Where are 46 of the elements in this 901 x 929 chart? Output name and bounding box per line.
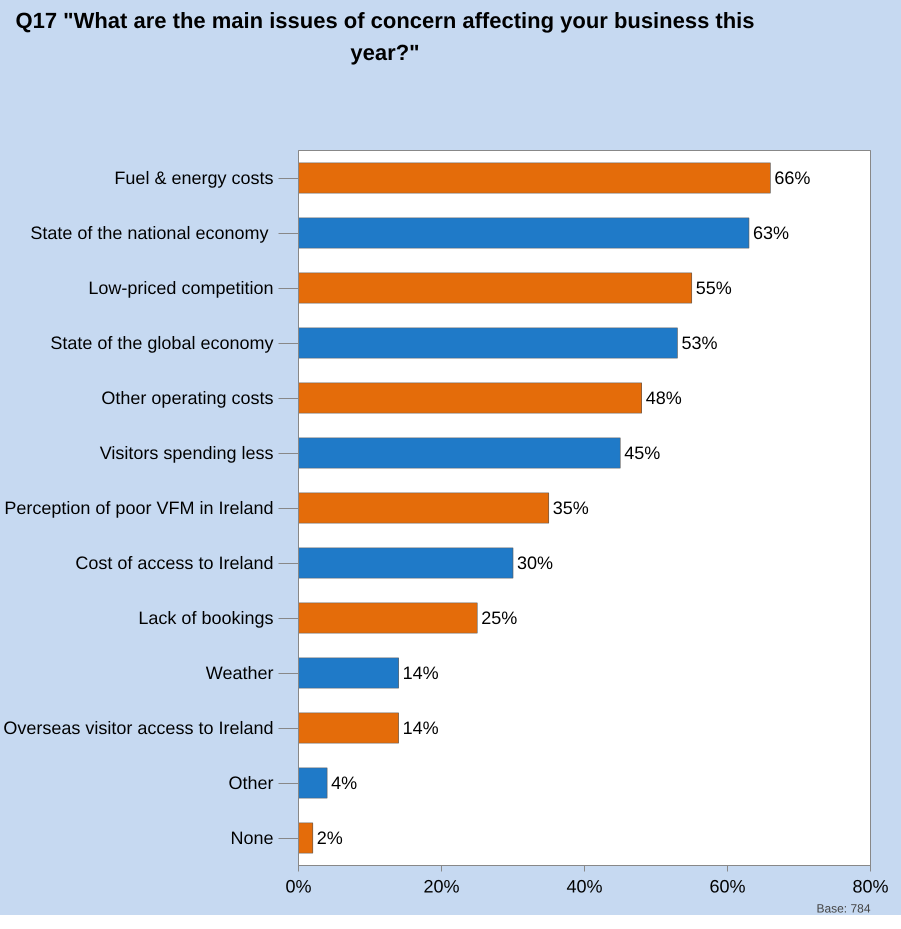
text: Base: 784 xyxy=(816,902,871,916)
bar xyxy=(298,272,692,304)
bar xyxy=(298,548,514,578)
y-tick-label: Fuel & energy costs xyxy=(114,168,274,188)
bar xyxy=(298,438,621,468)
y-tick-label: Low-priced competition xyxy=(88,278,274,298)
bar xyxy=(298,822,314,854)
data-label: 35% xyxy=(552,498,589,518)
y-tick-label: State of the national economy xyxy=(30,223,269,243)
bar xyxy=(298,658,399,688)
x-tick-label: 80% xyxy=(852,876,889,896)
y-tick-label: Visitors spending less xyxy=(100,443,274,463)
data-label: 55% xyxy=(696,278,732,298)
data-label: 30% xyxy=(517,553,554,573)
data-label: 25% xyxy=(481,608,518,628)
data-label: 66% xyxy=(774,168,810,188)
y-tick-label: Weather xyxy=(206,663,274,683)
data-label: 4% xyxy=(331,773,358,793)
data-label: 2% xyxy=(316,828,343,848)
data-label: 14% xyxy=(402,718,439,738)
y-tick-label: Other xyxy=(228,773,274,793)
y-tick-label: Perception of poor VFM in Ireland xyxy=(4,498,274,518)
y-tick-label: Overseas visitor access to Ireland xyxy=(3,718,274,738)
data-label: 53% xyxy=(681,333,718,353)
bar xyxy=(298,328,678,358)
y-tick-label: None xyxy=(230,828,274,848)
data-label: 63% xyxy=(752,223,789,243)
y-tick-label: Other operating costs xyxy=(101,388,274,408)
bar xyxy=(298,218,750,248)
y-tick-label: State of the global economy xyxy=(50,333,274,353)
chart-title: Q17 "What are the main issues of concern affecting your business this year?" xyxy=(14,7,756,67)
x-tick-label: 40% xyxy=(566,876,603,896)
y-tick-label: Lack of bookings xyxy=(138,608,274,628)
y-tick-label: Cost of access to Ireland xyxy=(75,553,274,573)
data-label: 48% xyxy=(646,388,682,408)
x-tick-label: 0% xyxy=(285,876,312,896)
bar xyxy=(298,712,399,744)
bar xyxy=(298,162,771,194)
bar xyxy=(298,602,478,634)
data-label: 14% xyxy=(402,663,439,683)
bar xyxy=(298,382,642,414)
bar xyxy=(298,768,328,798)
bar xyxy=(298,492,550,524)
data-label: 45% xyxy=(624,443,660,463)
x-tick-label: 60% xyxy=(709,876,746,896)
x-tick-label: 20% xyxy=(423,876,460,896)
